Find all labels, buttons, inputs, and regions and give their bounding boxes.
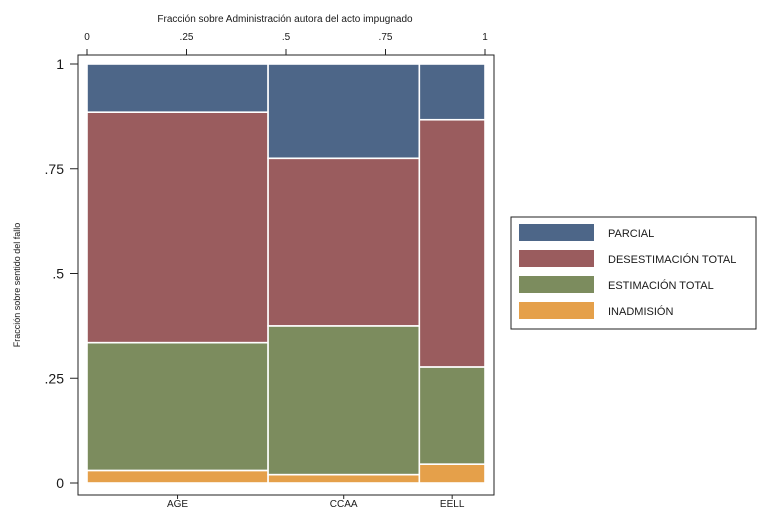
legend-swatch-parcial (519, 224, 594, 241)
top-tick-label: .5 (282, 32, 291, 43)
y-tick-label: 0 (56, 475, 64, 491)
tile-ccaa-inadmision (267, 473, 421, 484)
y-tick-label: .5 (52, 266, 64, 282)
legend-swatch-estimacion-total (519, 276, 594, 293)
tile-ccaa-desestimacion-total (267, 157, 421, 327)
x-category-labels: AGE CCAA EELL (167, 495, 465, 510)
x-category-label-age: AGE (167, 499, 188, 507)
tile-age-parcial (86, 63, 269, 113)
legend-swatch-desestimacion-total (519, 250, 594, 267)
legend: PARCIAL DESESTIMACIÓN TOTAL ESTIMACIÓN TOT… (510, 216, 757, 330)
y-tick-label: 1 (56, 56, 64, 72)
tile-age-estimacion-total (86, 341, 269, 472)
legend-swatch-inadmision (519, 302, 594, 319)
tile-eell-parcial (418, 63, 486, 121)
legend-label-estimacion-total: ESTIMACIÓN TOTAL (608, 279, 714, 292)
y-axis-title: Fracción sobre sentido del fallo (12, 223, 22, 348)
legend-label-inadmision: INADMISIÓN (608, 305, 673, 318)
top-tick-label: .75 (379, 32, 393, 43)
tile-age-inadmision (86, 469, 269, 484)
top-tick-label: 1 (482, 32, 488, 43)
x-category-label-eell: EELL (440, 499, 465, 507)
tile-age-desestimacion-total (86, 111, 269, 344)
top-tick-label: .25 (180, 32, 194, 43)
x-category-label-ccaa: CCAA (330, 499, 358, 507)
legend-label-desestimacion-total: DESESTIMACIÓN TOTAL (608, 253, 736, 266)
mosaic-tiles (86, 63, 486, 484)
top-tick-label: 0 (84, 32, 90, 43)
top-axis-title: Fracción sobre Administración autora del… (157, 14, 413, 25)
legend-label-parcial: PARCIAL (608, 228, 654, 240)
tile-ccaa-parcial (267, 63, 421, 160)
y-tick-label: .75 (45, 161, 65, 177)
tile-ccaa-estimacion-total (267, 325, 421, 476)
y-tick-label: .25 (45, 370, 65, 386)
top-axis: 0 .25 .5 .75 1 (84, 32, 488, 55)
y-axis: 0 .25 .5 .75 1 (45, 56, 78, 491)
tile-eell-desestimacion-total (418, 118, 486, 368)
tile-eell-inadmision (418, 463, 486, 484)
tile-eell-estimacion-total (418, 366, 486, 465)
